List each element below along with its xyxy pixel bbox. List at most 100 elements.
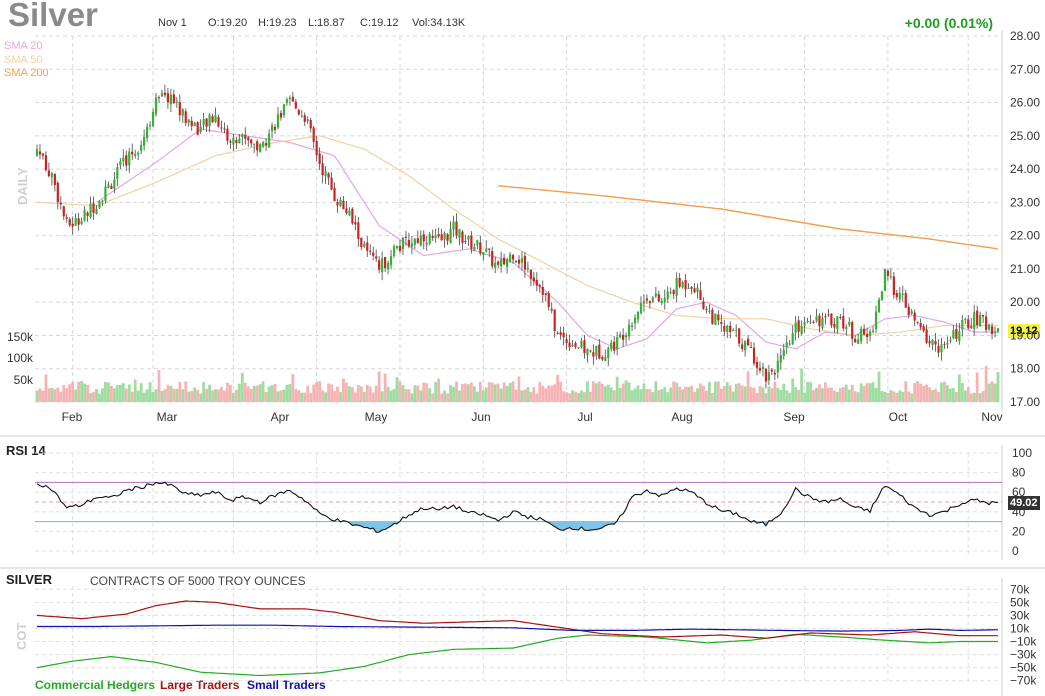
- volume-bar: [407, 389, 411, 402]
- volume-bar: [472, 386, 476, 402]
- candle-body: [788, 343, 791, 345]
- candle-body: [815, 316, 818, 322]
- candle-body: [279, 112, 283, 118]
- candle-body: [797, 320, 800, 332]
- volume-bar: [151, 391, 155, 402]
- candle-body: [610, 342, 613, 350]
- volume-bar: [109, 386, 113, 402]
- volume-bar: [678, 386, 682, 402]
- volume-bar: [309, 392, 313, 402]
- candle-body: [193, 122, 196, 127]
- candle-body: [699, 290, 702, 300]
- volume-bar: [794, 387, 798, 402]
- volume-bar: [347, 386, 351, 402]
- candle-body: [38, 151, 42, 155]
- candle-body: [253, 143, 256, 145]
- volume-bar: [56, 387, 60, 402]
- volume-bar: [883, 391, 887, 402]
- volume-bar: [208, 384, 211, 402]
- price-tick-label: 26.00: [1010, 96, 1040, 110]
- candle-body: [800, 326, 803, 334]
- rsi-line: [36, 481, 999, 533]
- candle-body: [238, 138, 241, 144]
- candle-body: [726, 325, 729, 332]
- candle-body: [190, 120, 193, 127]
- candle-body: [404, 236, 408, 238]
- candle-body: [809, 321, 812, 323]
- volume-bar: [380, 391, 384, 402]
- volume-bar: [38, 388, 42, 402]
- volume-bar: [532, 387, 536, 402]
- candle-body: [863, 328, 866, 335]
- volume-bar: [841, 387, 845, 402]
- volume-bar: [966, 387, 970, 402]
- volume-bar: [651, 392, 655, 402]
- candle-body: [321, 163, 324, 176]
- volume-bar: [422, 382, 426, 402]
- volume-bar: [172, 388, 176, 402]
- volume-bar: [458, 390, 461, 402]
- candle-body: [413, 239, 416, 245]
- volume-bar: [386, 386, 390, 402]
- candle-body: [485, 248, 488, 252]
- volume-bar: [53, 389, 57, 402]
- volume-bar: [413, 385, 417, 402]
- volume-bar: [615, 376, 619, 402]
- volume-bar: [288, 384, 292, 402]
- volume-bar: [98, 393, 101, 402]
- candle-body: [175, 101, 178, 103]
- cot-tick-label: 50k: [1010, 595, 1030, 609]
- volume-bar: [65, 388, 69, 402]
- candle-body: [172, 94, 175, 104]
- candle-body: [550, 308, 553, 311]
- volume-tick-label: 50k: [14, 373, 34, 387]
- candle-body: [187, 119, 190, 123]
- volume-bar: [220, 387, 223, 402]
- volume-bar: [687, 386, 690, 402]
- volume-bar: [758, 386, 762, 402]
- candle-body: [372, 252, 375, 256]
- volume-bar: [443, 390, 447, 402]
- candle-body: [300, 115, 303, 117]
- volume-bar: [981, 391, 985, 402]
- candle-body: [946, 342, 949, 345]
- candle-body: [419, 235, 422, 246]
- candle-body: [755, 361, 759, 368]
- volume-bar: [514, 389, 518, 402]
- volume-bar: [782, 383, 786, 402]
- candle-body: [916, 321, 919, 323]
- volume-bar: [666, 392, 670, 402]
- rsi-tick-label: 40: [1012, 505, 1026, 519]
- candle-body: [895, 292, 898, 298]
- sma-layer: [36, 128, 999, 350]
- volume-bar: [761, 387, 765, 402]
- volume-bar: [508, 382, 512, 402]
- volume-bar: [916, 381, 920, 402]
- volume-bar: [672, 381, 676, 402]
- candle-body: [871, 330, 875, 332]
- volume-bar: [957, 374, 961, 402]
- candle-body: [122, 157, 125, 162]
- volume-layer: [35, 365, 1000, 402]
- candle-body: [77, 218, 80, 225]
- volume-bar: [681, 389, 685, 402]
- volume-bar: [708, 381, 711, 402]
- volume-bar: [818, 384, 821, 402]
- candle-body: [642, 300, 646, 304]
- candle-body: [821, 318, 824, 328]
- candle-body: [901, 293, 904, 295]
- volume-bar: [261, 381, 265, 402]
- candle-body: [854, 338, 857, 343]
- volume-bar: [228, 384, 232, 402]
- volume-bar: [327, 383, 330, 402]
- volume-bar: [785, 390, 789, 402]
- candle-body: [270, 124, 274, 132]
- volume-bar: [193, 387, 197, 402]
- volume-bar: [675, 382, 679, 402]
- volume-bar: [663, 387, 667, 402]
- candle-body: [488, 248, 491, 250]
- candle-body: [101, 200, 104, 202]
- volume-bar: [928, 387, 931, 402]
- candle-body: [619, 334, 622, 338]
- price-tick-label: 25.00: [1010, 129, 1040, 143]
